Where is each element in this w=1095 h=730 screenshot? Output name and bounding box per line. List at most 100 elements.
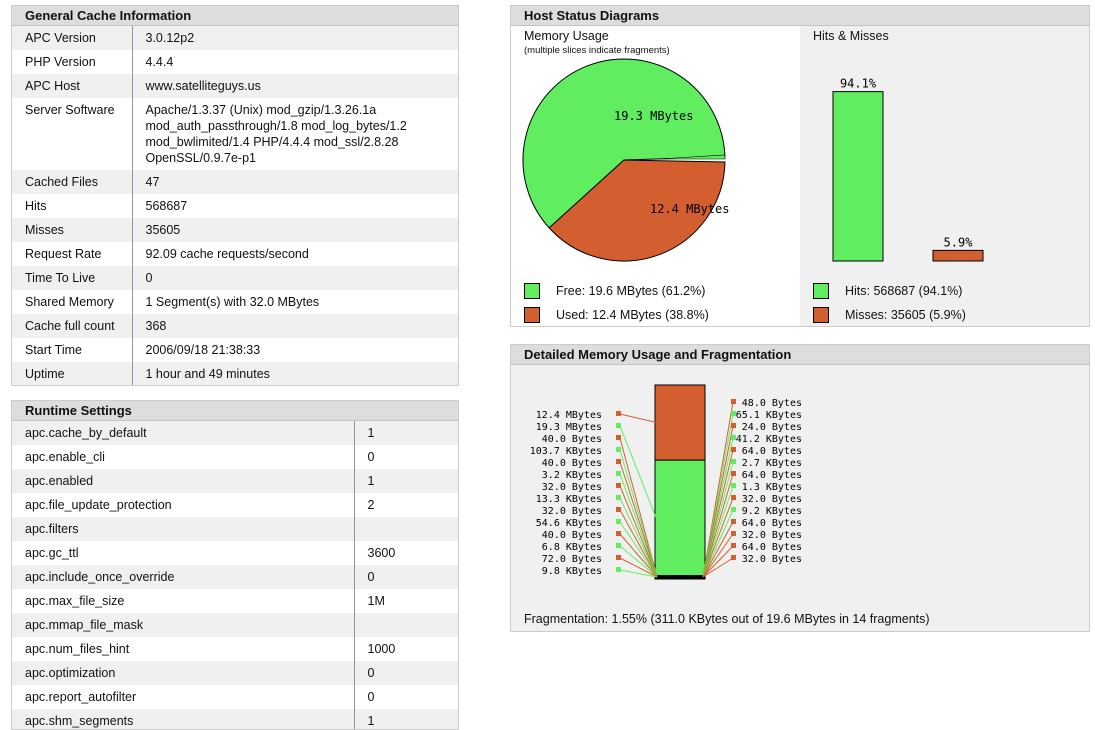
frag-label-left: 13.3 KBytes [536, 494, 602, 505]
frag-connector-left [619, 497, 658, 578]
legend-misses-label: Misses: 35605 (5.9%) [845, 308, 966, 322]
row-key: Misses [12, 218, 133, 242]
pie-slice-fragment [658, 154, 726, 160]
row-value: 0 [354, 685, 458, 709]
frag-marker-left [616, 543, 621, 548]
frag-connector-left [619, 509, 658, 578]
frag-label-left: 12.4 MBytes [536, 410, 602, 421]
table-row: apc.file_update_protection 2 [12, 493, 458, 517]
host-status-panel: Host Status Diagrams Memory Usage (multi… [510, 5, 1090, 327]
row-key: PHP Version [12, 50, 133, 74]
table-row: apc.filters [12, 517, 458, 541]
frag-marker-right [731, 411, 736, 416]
row-value: 0 [354, 565, 458, 589]
table-row: APC Host www.satelliteguys.us [12, 74, 458, 98]
frag-label-left: 72.0 Bytes [542, 554, 602, 565]
legend-free-label: Free: 19.6 MBytes (61.2%) [556, 284, 706, 298]
frag-label-right: 64.0 Bytes [742, 542, 802, 553]
general-cache-info-table: APC Version 3.0.12p2 PHP Version 4.4.4 APC H… [12, 26, 458, 385]
frag-marker-left [616, 459, 621, 464]
runtime-settings-table: apc.cache_by_default 1 apc.enable_cli 0 apc.… [12, 421, 458, 729]
legend-used-label: Used: 12.4 MBytes (38.8%) [556, 308, 709, 322]
frag-label-left: 40.0 Bytes [542, 458, 602, 469]
frag-connector-right [702, 461, 734, 578]
frag-label-right: 24.0 Bytes [742, 422, 802, 433]
row-value: Apache/1.3.37 (Unix) mod_gzip/1.3.26.1a … [132, 98, 458, 170]
detailed-memory-body: 12.4 MBytes 19.3 MBytes 40.0 Bytes 103.7 KB… [511, 365, 1089, 631]
frag-label-left: 32.0 Bytes [542, 506, 602, 517]
frag-marker-right [731, 531, 736, 536]
row-key: Request Rate [12, 242, 133, 266]
row-key: APC Version [12, 26, 133, 50]
frag-connector-right [702, 497, 734, 578]
frag-connector-left [619, 437, 658, 578]
frag-connector-right [702, 473, 734, 578]
table-row: apc.mmap_file_mask [12, 613, 458, 637]
frag-marker-right [731, 435, 736, 440]
table-row: Request Rate 92.09 cache requests/second [12, 242, 458, 266]
frag-connector-right [702, 533, 734, 578]
row-value: 1 Segment(s) with 32.0 MBytes [132, 290, 458, 314]
legend-misses-swatch [813, 307, 829, 323]
table-row: apc.max_file_size 1M [12, 589, 458, 613]
frag-bar-fragments [655, 575, 705, 579]
frag-label-right: 65.1 KBytes [736, 410, 802, 421]
table-row: apc.cache_by_default 1 [12, 421, 458, 445]
frag-marker-right [731, 399, 736, 404]
table-row: apc.report_autofilter 0 [12, 685, 458, 709]
frag-marker-left [616, 411, 621, 416]
row-value: 0 [354, 661, 458, 685]
row-value: 568687 [132, 194, 458, 218]
table-row: Server Software Apache/1.3.37 (Unix) mod_… [12, 98, 458, 170]
pie-label-used: 12.4 MBytes [650, 202, 729, 216]
frag-marker-left [616, 447, 621, 452]
row-key: apc.enabled [12, 469, 355, 493]
table-row: apc.include_once_override 0 [12, 565, 458, 589]
frag-marker-left [616, 519, 621, 524]
row-key: apc.num_files_hint [12, 637, 355, 661]
row-key: apc.enable_cli [12, 445, 355, 469]
table-row: Cached Files 47 [12, 170, 458, 194]
row-value: 1M [354, 589, 458, 613]
row-value: www.satelliteguys.us [132, 74, 458, 98]
frag-marker-right [731, 471, 736, 476]
frag-marker-right [731, 555, 736, 560]
frag-marker-left [616, 495, 621, 500]
frag-connector-left [619, 473, 658, 578]
row-key: apc.cache_by_default [12, 421, 355, 445]
pie-slice-free [522, 58, 726, 229]
bar-misses [932, 249, 984, 262]
row-value: 92.09 cache requests/second [132, 242, 458, 266]
table-row: apc.enabled 1 [12, 469, 458, 493]
hits-misses-title: Hits & Misses [813, 29, 889, 43]
bar-hits [832, 91, 884, 262]
frag-marker-left [616, 435, 621, 440]
row-key: apc.max_file_size [12, 589, 355, 613]
frag-connector-left [619, 413, 658, 424]
frag-label-left: 40.0 Bytes [542, 434, 602, 445]
frag-connector-left [619, 485, 658, 578]
frag-marker-left [616, 531, 621, 536]
general-cache-info-title: General Cache Information [12, 6, 458, 26]
frag-marker-right [731, 483, 736, 488]
frag-label-left: 103.7 KBytes [530, 446, 602, 457]
table-row: Time To Live 0 [12, 266, 458, 290]
fragmentation-summary: Fragmentation: 1.55% (311.0 KBytes out o… [524, 612, 930, 626]
frag-label-right: 48.0 Bytes [742, 398, 802, 409]
frag-connector-right [702, 521, 734, 578]
frag-connector-right [702, 545, 734, 578]
frag-marker-right [731, 495, 736, 500]
memory-usage-section: Memory Usage (multiple slices indicate f… [511, 26, 800, 326]
row-key: Time To Live [12, 266, 133, 290]
table-row: Cache full count 368 [12, 314, 458, 338]
frag-label-right: 9.2 KBytes [742, 506, 802, 517]
frag-connector-left [619, 557, 658, 578]
frag-label-right: 64.0 Bytes [742, 518, 802, 529]
row-value: 1 hour and 49 minutes [132, 362, 458, 385]
row-value: 368 [132, 314, 458, 338]
frag-connector-left [619, 521, 658, 578]
row-key: Uptime [12, 362, 133, 385]
row-value: 0 [132, 266, 458, 290]
frag-connector-left [619, 533, 658, 578]
detailed-memory-panel: Detailed Memory Usage and Fragmentation … [510, 344, 1090, 632]
